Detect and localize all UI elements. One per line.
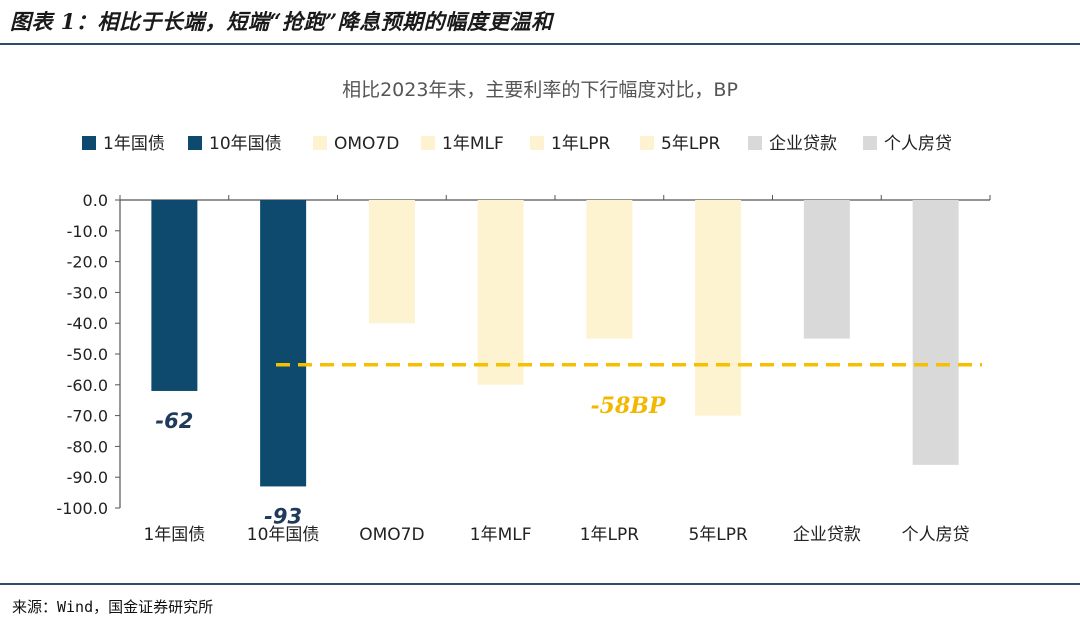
- bottom-rule: [0, 583, 1080, 585]
- legend-label: 1年MLF: [442, 134, 504, 154]
- top-rule: [0, 43, 1080, 45]
- x-tick-label: 1年LPR: [580, 525, 640, 545]
- legend-label: 5年LPR: [661, 134, 721, 154]
- chart-axes: 0.0 -10.0 -20.0 -30.0 -40.0 -50.0 -60.0 -70.0 -8…: [56, 191, 991, 545]
- x-tick-label: 5年LPR: [688, 525, 748, 545]
- bar: [151, 200, 198, 391]
- legend-swatch: [421, 136, 435, 150]
- figure-title: 图表 1：相比于长端，短端“抢跑”降息预期的幅度更温和: [10, 9, 553, 34]
- x-tick-label: 1年国债: [143, 525, 205, 545]
- chart-bars: [151, 200, 959, 487]
- legend-swatch: [313, 136, 327, 150]
- legend-swatch: [188, 136, 202, 150]
- bar: [477, 200, 524, 385]
- y-tick-label: -80.0: [67, 437, 108, 456]
- y-tick-label: -30.0: [67, 283, 108, 302]
- y-tick-label: -70.0: [67, 407, 108, 426]
- x-tick-label: 10年国债: [247, 525, 320, 545]
- legend-swatch: [863, 136, 877, 150]
- x-tick-label: OMO7D: [359, 525, 424, 545]
- x-tick-label: 1年MLF: [470, 525, 532, 545]
- bar-data-label: -93: [264, 504, 302, 528]
- chart-legend: 1年国债 10年国债 OMO7D 1年MLF 1年LPR 5年LPR 企业贷款 个人房贷: [82, 134, 952, 154]
- bar: [695, 200, 742, 416]
- bar: [368, 200, 415, 324]
- y-tick-label: 0.0: [83, 191, 108, 210]
- legend-label: 个人房贷: [884, 134, 952, 154]
- bar: [586, 200, 633, 339]
- y-tick-label: -90.0: [67, 468, 108, 487]
- bar: [260, 200, 307, 487]
- legend-swatch: [640, 136, 654, 150]
- y-tick-label: -10.0: [67, 222, 108, 241]
- legend-swatch: [82, 136, 96, 150]
- legend-label: 企业贷款: [769, 134, 837, 154]
- bar-data-label: -62: [155, 409, 193, 433]
- legend-label: 1年国债: [103, 134, 165, 154]
- y-tick-label: -50.0: [67, 345, 108, 364]
- legend-label: 10年国债: [209, 134, 282, 154]
- reference-line-label: -58BP: [591, 393, 667, 419]
- bar: [912, 200, 959, 465]
- y-tick-label: -60.0: [67, 376, 108, 395]
- y-tick-label: -40.0: [67, 314, 108, 333]
- y-tick-label: -20.0: [67, 253, 108, 272]
- x-tick-label: 企业贷款: [793, 525, 861, 545]
- reference-line-group: -58BP: [276, 363, 982, 419]
- data-labels: -62 -93: [155, 409, 302, 528]
- legend-swatch: [530, 136, 544, 150]
- bar: [803, 200, 850, 339]
- bar-chart: 相比2023年末，主要利率的下行幅度对比，BP 1年国债 10年国债 OMO7D 1年…: [56, 79, 991, 545]
- source-note: 来源：Wind，国金证券研究所: [12, 598, 214, 616]
- x-tick-label: 个人房贷: [902, 525, 970, 545]
- y-tick-label: -100.0: [56, 499, 108, 518]
- legend-label: OMO7D: [334, 134, 399, 154]
- chart-title: 相比2023年末，主要利率的下行幅度对比，BP: [342, 79, 738, 101]
- legend-label: 1年LPR: [551, 134, 611, 154]
- legend-swatch: [748, 136, 762, 150]
